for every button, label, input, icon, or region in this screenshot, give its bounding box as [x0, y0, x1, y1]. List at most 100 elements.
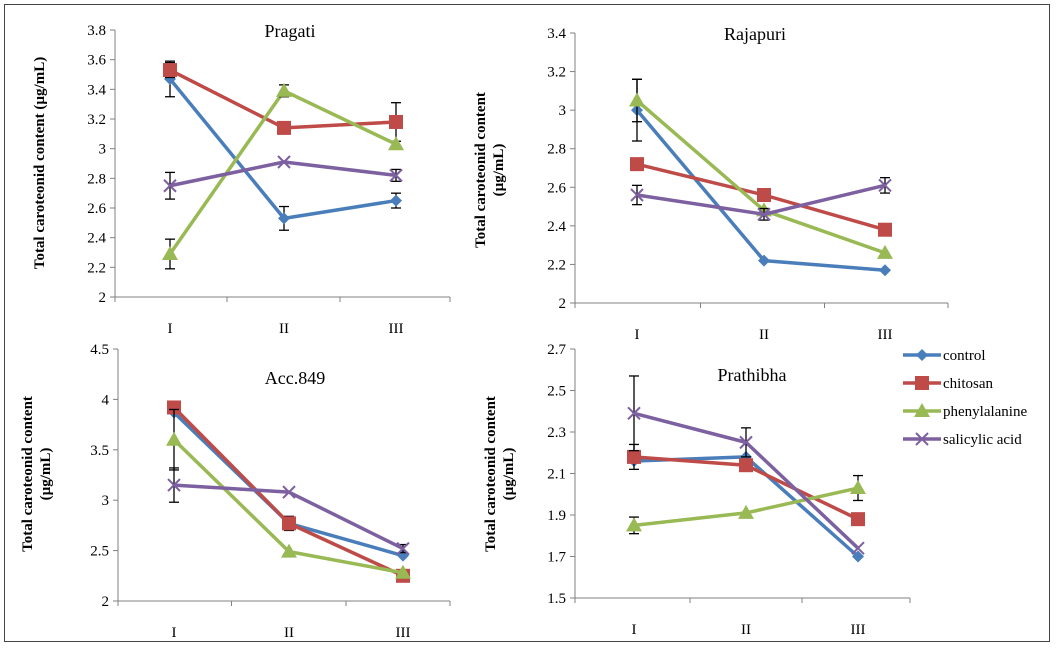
legend-item-phenylalanine: phenylalanine: [903, 403, 1027, 420]
chart-title: Rajapuri: [724, 24, 786, 44]
y-tick-label: 4: [102, 392, 110, 408]
data-point-chitosan: [739, 458, 753, 473]
legend-item-control: control: [903, 348, 986, 364]
data-point-phenylalanine: [276, 82, 292, 97]
y-axis-label-line: (µg/mL): [501, 448, 517, 501]
y-tick-label: 2.7: [547, 342, 566, 358]
marker-stroke: [389, 168, 403, 183]
data-point-control: [278, 212, 290, 225]
y-axis-label-line: Total caroteonid content: [20, 396, 36, 552]
y-tick-label: 2.5: [90, 544, 109, 560]
y-tick-label: 3.8: [87, 23, 106, 39]
marker-stroke: [282, 485, 296, 499]
data-point-chitosan: [757, 188, 771, 202]
y-tick-label: 3: [99, 142, 107, 158]
data-point-salicylic-acid: [627, 406, 641, 421]
y-axis-label-line: (µg/mL): [38, 448, 54, 501]
data-point-phenylalanine: [738, 504, 754, 519]
marker-stroke: [163, 179, 177, 193]
y-tick-label: 2.8: [87, 171, 106, 187]
y-axis-label: Total caroteonid content (µg/mL): [20, 396, 54, 552]
x-tick-label: I: [172, 625, 177, 641]
x-tick-label: II: [759, 327, 769, 343]
y-tick-label: 3: [102, 493, 110, 509]
y-tick-label: 3: [559, 103, 567, 119]
y-tick-label: 3.4: [547, 26, 566, 42]
y-tick-label: 2.2: [87, 260, 106, 276]
x-tick-label: II: [279, 321, 289, 337]
data-point-chitosan: [630, 157, 644, 172]
data-point-phenylalanine: [162, 245, 178, 260]
y-tick-label: 2.4: [547, 219, 566, 235]
legend: control chitosan phenylalanine salicylic ac…: [903, 348, 1027, 448]
legend-marker: [915, 432, 929, 446]
legend-marker: [916, 349, 928, 361]
data-point-phenylalanine: [629, 92, 645, 107]
x-tick-label: III: [851, 622, 866, 638]
data-point-chitosan: [277, 120, 291, 135]
legend-label: salicylic acid: [943, 432, 1022, 448]
marker-stroke: [167, 478, 181, 492]
y-axis-label-line: Total caroteonid content: [483, 396, 499, 552]
data-point-salicylic-acid: [757, 207, 771, 221]
series-line-salicylic-acid: [169, 160, 397, 188]
data-point-control: [758, 254, 770, 267]
data-point-phenylalanine: [850, 480, 866, 495]
y-tick-label: 1.9: [547, 508, 566, 524]
x-tick-label: III: [396, 625, 411, 641]
legend-label: control: [943, 348, 986, 364]
y-tick-label: 1.5: [547, 591, 566, 607]
marker-stroke: [851, 541, 865, 555]
y-tick-label: 3.2: [547, 65, 566, 81]
data-point-salicylic-acid: [396, 541, 410, 556]
data-point-salicylic-acid: [739, 435, 753, 450]
x-tick-label: II: [284, 625, 294, 641]
y-axis-label: Total caroteonid content (µg/mL): [483, 396, 517, 552]
x-tick-label: III: [878, 327, 893, 343]
data-point-phenylalanine: [388, 136, 404, 151]
x-tick-label: III: [389, 321, 404, 337]
chart-title: Acc.849: [265, 368, 325, 388]
data-point-salicylic-acid: [163, 179, 177, 193]
y-axis-label-line: Total caroteonid content: [473, 92, 489, 248]
y-tick-label: 2: [99, 290, 107, 306]
data-point-phenylalanine: [877, 244, 893, 259]
legend-label: chitosan: [943, 376, 993, 392]
figure-frame: [4, 4, 1050, 642]
data-point-salicylic-acid: [277, 155, 291, 169]
y-tick-label: 2.8: [547, 142, 566, 158]
data-point-chitosan: [163, 63, 177, 78]
marker-stroke: [630, 188, 644, 202]
y-tick-label: 2.3: [547, 425, 566, 441]
data-point-chitosan: [627, 449, 641, 464]
data-point-chitosan: [851, 512, 865, 527]
data-point-control: [879, 264, 891, 277]
data-point-control: [390, 194, 402, 207]
series-line-phenylalanine: [635, 99, 886, 255]
data-point-chitosan: [389, 114, 403, 129]
y-axis-label: Total caroteonid content (µg/mL): [32, 57, 48, 269]
marker-stroke: [396, 541, 410, 556]
legend-marker: [915, 376, 929, 390]
data-point-chitosan: [167, 400, 181, 415]
data-point-control: [852, 550, 864, 563]
y-tick-label: 2.6: [87, 201, 106, 217]
data-point-chitosan: [878, 222, 892, 237]
chart-title: Pragati: [265, 21, 316, 41]
y-tick-label: 2: [559, 296, 567, 312]
y-tick-label: 1.7: [547, 550, 566, 566]
y-tick-label: 2: [102, 594, 110, 610]
data-point-chitosan: [282, 516, 296, 531]
data-point-salicylic-acid: [389, 168, 403, 183]
chart-panel-4: 1.51.71.92.12.32.52.7I II IIIPrathibhaTota…: [483, 342, 911, 638]
y-tick-label: 2.6: [547, 180, 566, 196]
y-tick-label: 4.5: [90, 342, 109, 358]
chart-panel-2: 22.22.42.62.833.23.4I II IIIRajapuriTotal …: [473, 24, 949, 343]
x-tick-label: I: [635, 327, 640, 343]
data-point-salicylic-acid: [630, 188, 644, 202]
marker-stroke: [915, 432, 929, 446]
y-axis-label-line: (µg/mL): [491, 144, 507, 197]
data-point-salicylic-acid: [878, 178, 892, 193]
